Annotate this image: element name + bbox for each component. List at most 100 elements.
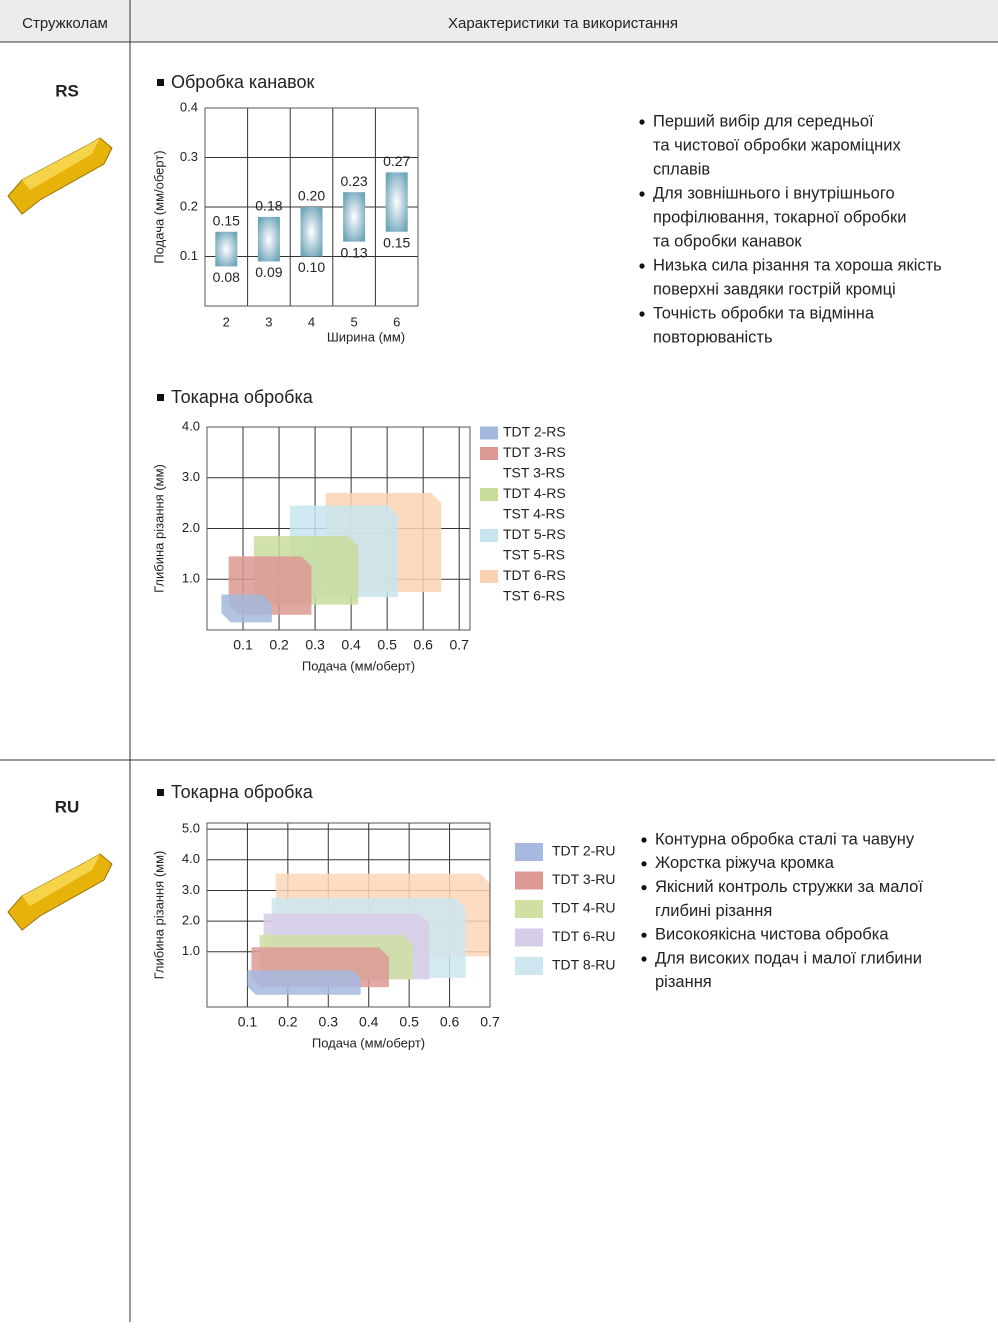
x-tick-label: 0.5 — [399, 1014, 419, 1030]
title-marker — [157, 79, 164, 86]
x-axis-label: Ширина (мм) — [327, 329, 405, 344]
legend-label: TST 4-RS — [503, 506, 565, 522]
x-tick-label: 5 — [350, 314, 357, 329]
y-tick-label: 0.4 — [180, 99, 198, 114]
x-tick-label: 0.4 — [341, 637, 361, 653]
value-label: 0.27 — [383, 153, 410, 169]
legend-label: TDT 2-RU — [552, 843, 616, 859]
header-bg — [0, 0, 998, 42]
x-tick-label: 0.5 — [377, 637, 397, 653]
legend-swatch — [515, 957, 543, 975]
legend-swatch — [480, 529, 498, 542]
chart-title: Обробка канавок — [171, 72, 315, 92]
y-tick-label: 0.3 — [180, 149, 198, 164]
header-cell: Характеристики та використання — [448, 15, 678, 32]
legend-label: TST 6-RS — [503, 588, 565, 604]
bullet-text: Жорстка ріжуча кромка — [655, 854, 835, 872]
bullet-text: поверхні завдяки гострій кромці — [653, 280, 896, 298]
title-marker — [157, 394, 164, 401]
legend-swatch — [515, 928, 543, 947]
legend-label: TDT 4-RU — [552, 900, 616, 916]
x-tick-label: 0.4 — [359, 1014, 379, 1030]
plot-frame — [204, 107, 419, 307]
value-label: 0.23 — [340, 173, 367, 189]
y-tick-label: 4.0 — [182, 851, 200, 866]
value-label: 0.13 — [340, 244, 367, 260]
legend-swatch — [480, 447, 498, 460]
value-label: 0.18 — [255, 198, 282, 214]
legend-swatch — [515, 871, 543, 890]
range-bar — [343, 192, 366, 242]
section-label: RS — [55, 81, 79, 100]
x-tick-label: 0.3 — [305, 637, 325, 653]
x-tick-label: 0.3 — [319, 1014, 339, 1030]
x-tick-label: 0.2 — [269, 637, 289, 653]
y-tick-label: 3.0 — [182, 882, 200, 897]
bullet-text: різання — [655, 973, 712, 991]
title-marker — [157, 789, 164, 796]
x-tick-label: 6 — [393, 314, 400, 329]
legend-label: TDT 4-RS — [503, 485, 566, 501]
legend-label: TDT 3-RU — [552, 871, 616, 887]
y-tick-label: 5.0 — [182, 821, 200, 836]
bullet-dot — [641, 956, 647, 962]
legend-swatch — [515, 900, 543, 918]
x-tick-label: 0.7 — [449, 637, 469, 653]
legend-label: TDT 3-RS — [503, 444, 566, 460]
plot-frame — [206, 426, 471, 631]
bullet-dot — [639, 263, 645, 269]
value-label: 0.20 — [298, 188, 325, 204]
bullet-text: та чистової обробки жароміцних — [653, 136, 901, 154]
range-bar — [215, 231, 238, 267]
legend-label: TDT 2-RS — [503, 424, 566, 440]
value-label: 0.15 — [213, 212, 240, 228]
y-axis-label: Глибина різання (мм) — [151, 851, 166, 980]
legend-label: TST 3-RS — [503, 465, 565, 481]
y-tick-label: 2.0 — [182, 520, 200, 535]
y-tick-label: 4.0 — [182, 418, 200, 433]
legend-label: TDT 8-RU — [552, 957, 616, 973]
x-tick-label: 0.1 — [233, 637, 253, 653]
bullet-dot — [641, 885, 647, 891]
bullet-text: глибині різання — [655, 902, 772, 920]
bullet-text: Перший вибір для середньої — [653, 112, 874, 130]
x-tick-label: 2 — [223, 314, 230, 329]
value-label: 0.10 — [298, 259, 325, 275]
y-axis-label: Подача (мм/оберт) — [151, 150, 166, 263]
value-label: 0.15 — [383, 234, 410, 250]
x-axis-label: Подача (мм/оберт) — [312, 1035, 425, 1050]
y-tick-label: 1.0 — [182, 571, 200, 586]
bullet-text: повторюваність — [653, 328, 773, 346]
value-label: 0.08 — [213, 269, 240, 285]
x-tick-label: 0.6 — [440, 1014, 460, 1030]
y-tick-label: 3.0 — [182, 469, 200, 484]
legend-swatch — [480, 570, 498, 583]
range-bar — [300, 207, 323, 257]
x-tick-label: 0.2 — [278, 1014, 298, 1030]
legend-label: TST 5-RS — [503, 547, 565, 563]
legend-swatch — [480, 426, 498, 440]
bullet-text: Високоякісна чистова обробка — [655, 926, 889, 944]
bullet-dot — [639, 191, 645, 197]
y-tick-label: 0.2 — [180, 198, 198, 213]
bullet-text: Для зовнішнього і внутрішнього — [653, 184, 895, 202]
x-tick-label: 3 — [265, 314, 272, 329]
insert-icon — [7, 137, 113, 215]
legend-swatch — [480, 488, 498, 501]
chart-title: Токарна обробка — [171, 782, 314, 802]
bullet-dot — [641, 932, 647, 938]
y-axis-label: Глибина різання (мм) — [151, 464, 166, 593]
legend-swatch — [515, 843, 543, 861]
y-tick-label: 0.1 — [180, 248, 198, 263]
insert-icon — [7, 853, 113, 931]
y-tick-label: 2.0 — [182, 913, 200, 928]
legend-label: TDT 6-RS — [503, 567, 566, 583]
region — [221, 594, 272, 623]
legend-label: TDT 6-RU — [552, 928, 616, 944]
region — [247, 970, 361, 995]
bullet-dot — [639, 311, 645, 317]
bullet-text: Точність обробки та відмінна — [653, 304, 875, 322]
bullet-text: Низька сила різання та хороша якість — [653, 256, 942, 274]
x-tick-label: 0.6 — [413, 637, 433, 653]
